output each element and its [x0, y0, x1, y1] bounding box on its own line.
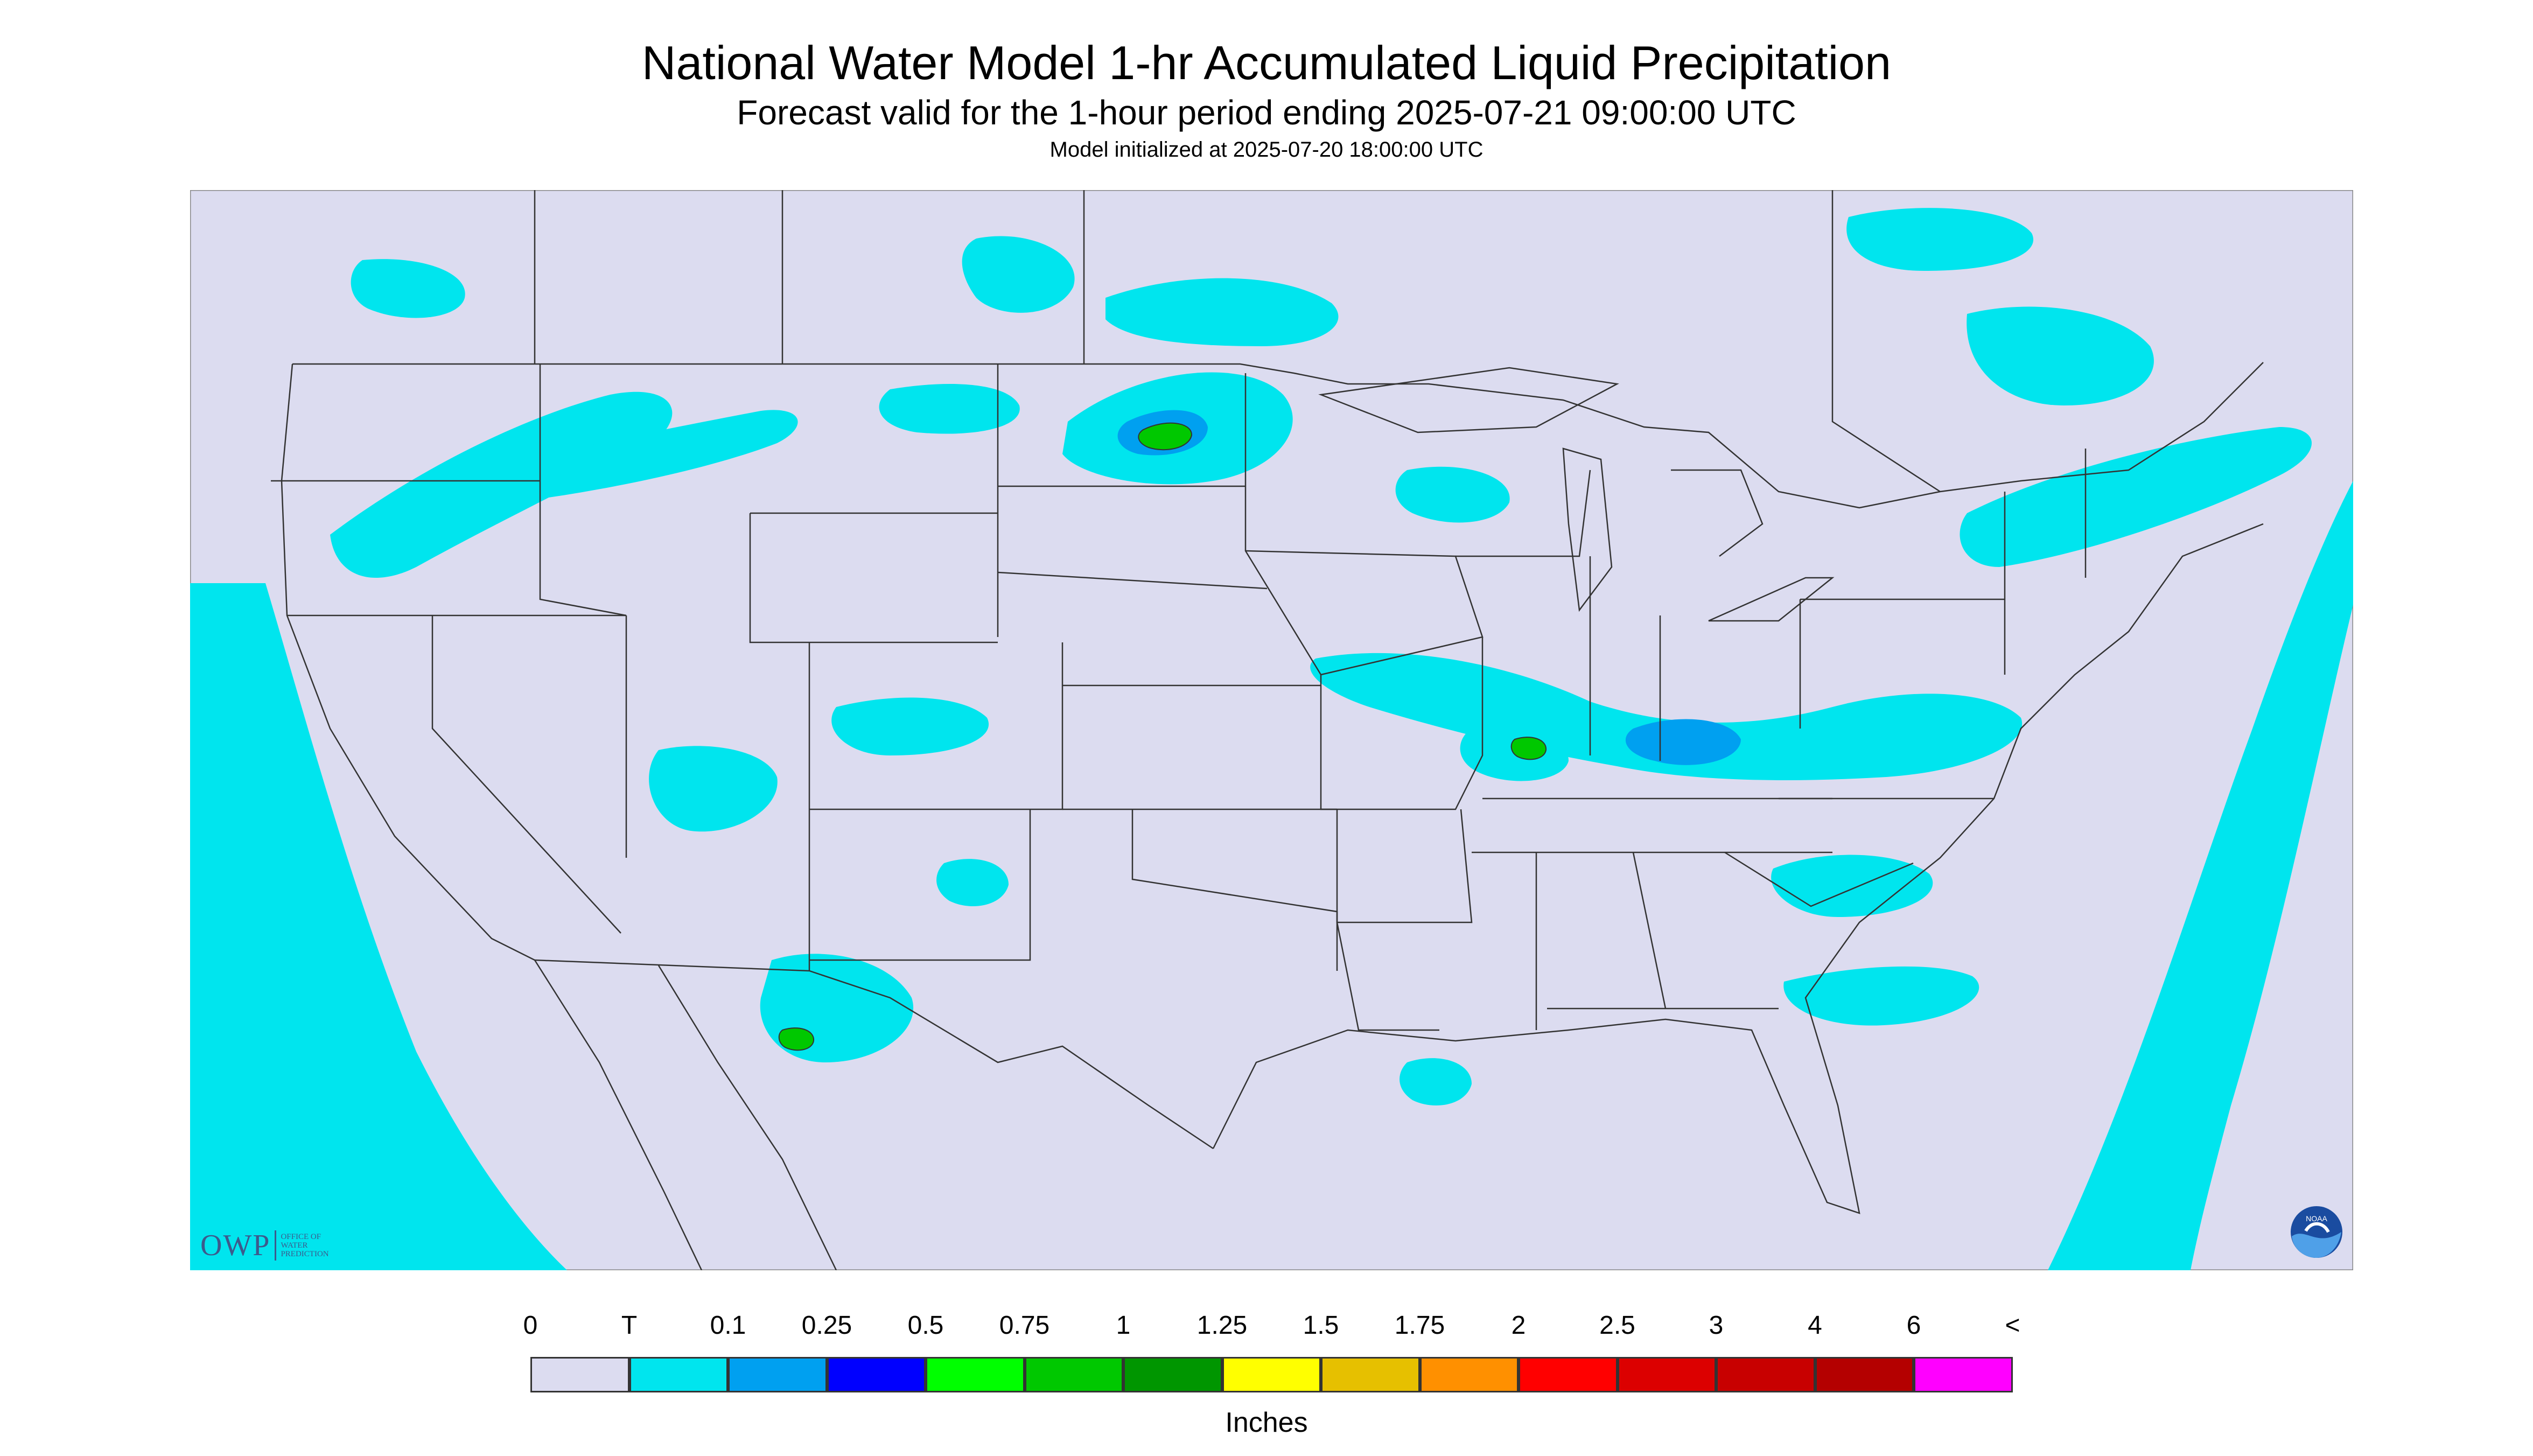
mexico-mainland-coast — [657, 965, 837, 1270]
legend-tick-label: 4 — [1808, 1311, 1822, 1340]
idaho-trace — [480, 410, 798, 503]
ohio-valley-trace — [1310, 653, 2023, 780]
legend-color-swatch — [1716, 1357, 1815, 1392]
legend-color-swatch — [1815, 1357, 1914, 1392]
carolina-trace — [1771, 855, 1933, 917]
atlantic-offshore-trace — [1783, 966, 1979, 1026]
pacific-trace-band — [190, 583, 567, 1270]
nm-tx-line — [809, 809, 1031, 961]
mexico-border — [534, 959, 1214, 1150]
gulf-trace — [1400, 1058, 1472, 1105]
ohio-valley-cell-blue — [1625, 719, 1741, 765]
north-dakota-cell-green — [1138, 422, 1193, 451]
west-coast — [281, 363, 535, 961]
legend-color-swatch — [1321, 1357, 1420, 1392]
new-mexico-trace — [936, 859, 1009, 906]
owp-logo-mark: OWP — [200, 1229, 271, 1262]
us-canada-border — [292, 362, 2264, 509]
al-ga-line — [1632, 852, 1667, 1009]
heavier-precip-cells — [778, 410, 1741, 1051]
lake-huron-erie — [1671, 469, 1835, 622]
canada-province-line-4 — [1831, 190, 1941, 493]
canada-trace-2 — [1105, 278, 1339, 346]
legend-tick-label: 1.75 — [1394, 1311, 1445, 1340]
minnesota-trace — [1395, 466, 1510, 523]
iowa-line — [1245, 550, 1484, 676]
precipitation-map — [190, 190, 2353, 1270]
legend-tick-label: 0.1 — [710, 1311, 746, 1340]
missouri-line — [1320, 637, 1484, 810]
owp-logo-divider — [275, 1230, 277, 1261]
lake-michigan — [1562, 447, 1613, 612]
montana-trace — [879, 384, 1020, 434]
legend-color-swatch — [728, 1357, 827, 1392]
legend-tick-label: 1.5 — [1303, 1311, 1339, 1340]
legend-tick-label: 1.25 — [1196, 1311, 1248, 1340]
arkansas-line — [1336, 809, 1473, 923]
legend-color-swatch — [1419, 1357, 1519, 1392]
legend-tick-label: 0.5 — [907, 1311, 944, 1340]
new-england-lines — [2004, 449, 2087, 675]
legend-color-swatch — [926, 1357, 1025, 1392]
carolina-line — [1724, 851, 1914, 907]
wy-line — [749, 513, 998, 643]
noaa-logo: NOAA — [2291, 1206, 2342, 1258]
wisconsin-line — [1456, 470, 1591, 557]
baja-coast — [534, 960, 703, 1270]
legend-tick-label: 2.5 — [1599, 1311, 1635, 1340]
map-subtitle: Forecast valid for the 1-hour period end… — [737, 93, 1796, 132]
state-and-country-boundaries — [271, 190, 2264, 1270]
legend-tick-label: 0.75 — [999, 1311, 1050, 1340]
arizona-trace — [649, 746, 778, 832]
illinois-cell-green — [1510, 737, 1547, 760]
legend-tick-label: 1 — [1116, 1311, 1131, 1340]
legend-color-swatch — [1914, 1357, 2013, 1392]
trace-precip-areas — [190, 208, 2353, 1270]
legend-color-swatch — [1617, 1357, 1716, 1392]
map-title: National Water Model 1-hr Accumulated Li… — [641, 36, 1892, 89]
legend-color-swatch — [1123, 1357, 1222, 1392]
legend-color-swatch — [1222, 1357, 1321, 1392]
legend-color-swatch — [827, 1357, 926, 1392]
owp-logo: OWP OFFICE OF WATER PREDICTION — [200, 1227, 329, 1264]
legend-tick-label: 0 — [523, 1311, 538, 1340]
chihuahua-cell-green — [778, 1027, 815, 1051]
lake-superior — [1318, 367, 1619, 433]
new-england-trace — [1960, 427, 2312, 567]
legend-tick-label: T — [621, 1311, 638, 1340]
legend-color-swatch — [530, 1357, 629, 1392]
legend-color-swatch — [1024, 1357, 1123, 1392]
owp-logo-text: OFFICE OF WATER PREDICTION — [281, 1233, 329, 1258]
sd-ne-line — [997, 571, 1268, 590]
atlantic-trace-band — [2048, 481, 2353, 1270]
canada-trace-4 — [1846, 208, 2034, 271]
louisiana-line — [1336, 922, 1439, 1031]
id-border — [539, 364, 627, 617]
model-init-line: Model initialized at 2025-07-20 18:00:00… — [1049, 138, 1484, 162]
colorado-trace — [831, 697, 989, 755]
gulf-coast — [1212, 523, 2264, 1214]
legend-color-swatch — [629, 1357, 728, 1392]
canada-trace-1 — [962, 236, 1075, 313]
noaa-logo-text: NOAA — [2306, 1214, 2327, 1223]
quebec-trace — [1967, 306, 2154, 405]
legend-tick-label: < — [2005, 1311, 2020, 1340]
legend-tick-label: 3 — [1709, 1311, 1724, 1340]
legend-color-swatch — [1519, 1357, 1618, 1392]
legend-tick-label: 2 — [1511, 1311, 1526, 1340]
ok-tx-line — [1131, 809, 1338, 971]
legend-units-label: Inches — [1225, 1407, 1308, 1438]
nv-ca-line — [431, 615, 621, 934]
legend-tick-label: 0.25 — [801, 1311, 852, 1340]
canada-trace-3 — [351, 259, 465, 318]
legend-tick-label: 6 — [1906, 1311, 1921, 1340]
